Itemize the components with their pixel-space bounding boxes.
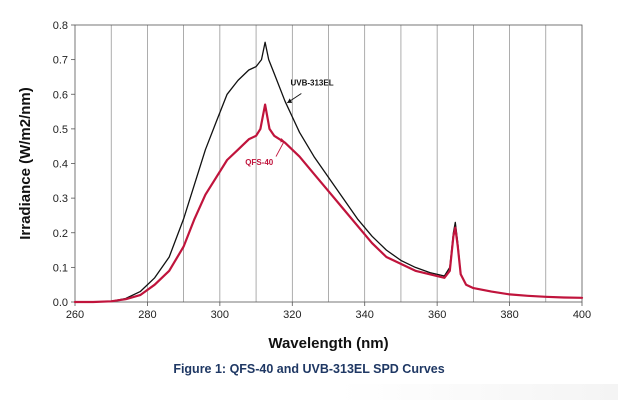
bottom-fade bbox=[340, 384, 618, 400]
x-tick-label: 340 bbox=[356, 309, 374, 321]
arrow-head bbox=[287, 98, 293, 103]
annotations: UVB-313EL QFS-40 bbox=[245, 79, 334, 168]
axis-ticks: 260 280 300 320 340 360 380 400 0.0 0.1 0.2 0.3 0.4 0… bbox=[53, 20, 591, 321]
series-lines bbox=[73, 41, 584, 304]
x-tick-label: 380 bbox=[500, 309, 518, 321]
y-tick-label: 0.5 bbox=[53, 124, 68, 136]
y-tick-label: 0.3 bbox=[53, 193, 68, 205]
x-tick-label: 280 bbox=[138, 309, 156, 321]
annotation-qfs-40: QFS-40 bbox=[245, 158, 274, 167]
y-tick-label: 0.2 bbox=[53, 228, 68, 240]
figure-caption: Figure 1: QFS-40 and UVB-313EL SPD Curve… bbox=[173, 362, 445, 376]
arrow-head bbox=[280, 137, 285, 143]
annotation-uvb-313el: UVB-313EL bbox=[290, 79, 333, 88]
series-line-qfs-40 bbox=[73, 103, 584, 304]
y-tick-label: 0.7 bbox=[53, 55, 68, 67]
y-tick-label: 0.6 bbox=[53, 89, 68, 101]
vertical-grid bbox=[110, 25, 547, 302]
x-tick-label: 260 bbox=[66, 309, 84, 321]
x-tick-label: 360 bbox=[428, 309, 446, 321]
x-tick-label: 400 bbox=[573, 309, 591, 321]
x-axis-title: Wavelength (nm) bbox=[268, 335, 388, 352]
y-tick-label: 0.4 bbox=[53, 159, 68, 171]
x-tick-label: 300 bbox=[211, 309, 229, 321]
y-tick-label: 0.8 bbox=[53, 20, 68, 32]
y-tick-label: 0.1 bbox=[53, 262, 68, 274]
x-tick-label: 320 bbox=[283, 309, 301, 321]
y-tick-label: 0.0 bbox=[53, 297, 68, 309]
y-axis-title: Irradiance (W/m2/nm) bbox=[17, 87, 34, 240]
annotation-arrow bbox=[275, 140, 285, 157]
